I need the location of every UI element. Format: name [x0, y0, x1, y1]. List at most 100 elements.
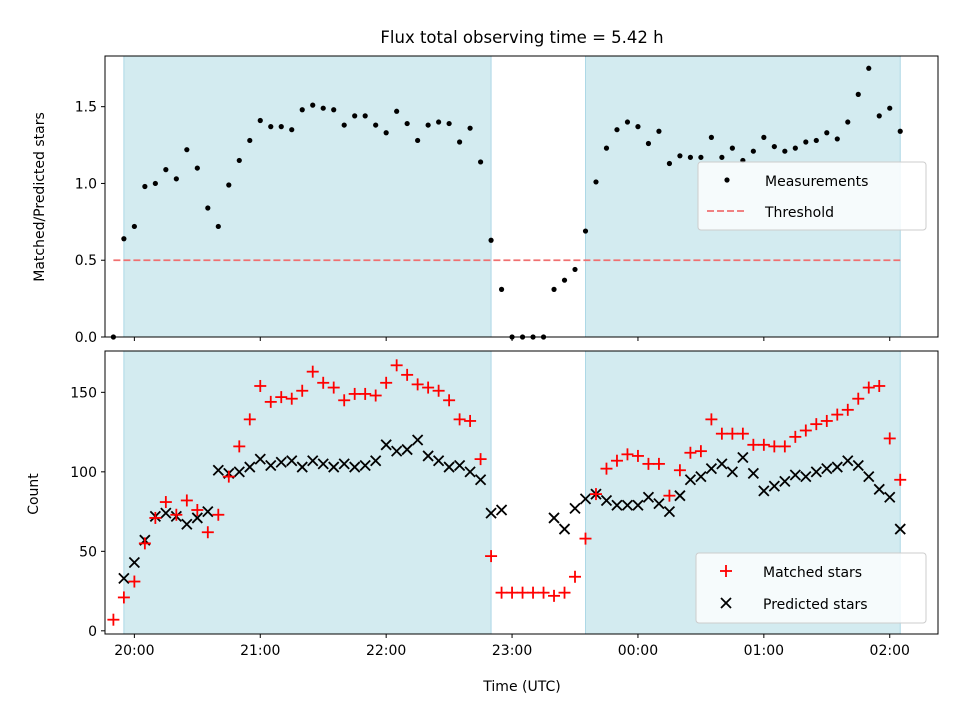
predicted-stars-point	[181, 518, 193, 530]
measurement-point	[635, 124, 641, 130]
measurement-point	[656, 128, 662, 134]
measurement-point	[247, 137, 253, 144]
measurement-point	[184, 147, 190, 153]
matched-stars-point	[642, 457, 655, 470]
predicted-stars-series	[118, 434, 906, 584]
measurement-point	[446, 120, 452, 127]
measurement-point	[215, 223, 221, 230]
matched-stars-point	[369, 389, 382, 402]
matched-stars-point	[841, 403, 854, 416]
bottom-y-axis-label: Count	[26, 473, 42, 515]
measurement-point	[593, 179, 599, 185]
predicted-stars-point	[831, 461, 843, 473]
legend-label-measurements: Measurements	[765, 174, 868, 190]
x-tick-label: 20:00	[114, 643, 154, 659]
matched-stars-point	[380, 376, 393, 389]
measurement-point	[761, 134, 767, 140]
measurement-point	[561, 277, 568, 283]
predicted-stars-point	[212, 464, 224, 476]
matched-stars-point	[464, 414, 477, 427]
measurement-point	[719, 154, 725, 160]
matched-stars-point	[789, 430, 802, 443]
y-tick-label: 0.5	[75, 253, 97, 269]
bottom-panel: 0 50 100 150 20:00 21:00 22:00 23:00 00:00 01:00…	[26, 350, 939, 695]
measurement-point	[677, 153, 683, 159]
measurement-point	[152, 180, 158, 187]
measurement-point	[467, 125, 473, 131]
predicted-stars-point	[495, 504, 508, 516]
legend-marker-matched	[720, 565, 732, 577]
matched-stars-point	[432, 384, 445, 397]
measurement-point	[236, 157, 242, 164]
shaded-interval	[123, 56, 492, 337]
matched-stars-point	[852, 392, 865, 405]
matched-stars-point	[527, 586, 540, 599]
legend-label-matched: Matched stars	[763, 565, 862, 581]
matched-stars-point	[411, 378, 424, 391]
predicted-stars-point	[810, 466, 822, 478]
measurement-point	[645, 140, 652, 147]
measurement-point	[572, 266, 578, 273]
matched-stars-point	[768, 440, 781, 453]
measurement-point	[887, 105, 893, 111]
predicted-stars-point	[296, 461, 308, 473]
predicted-stars-point	[412, 434, 424, 446]
x-tick-label: 22:00	[366, 643, 406, 659]
matched-stars-point	[579, 532, 592, 545]
matched-stars-point	[317, 376, 330, 389]
predicted-stars-point	[474, 474, 487, 486]
measurement-point	[782, 148, 788, 154]
predicted-stars-point	[611, 499, 623, 511]
y-tick-label: 1.5	[75, 100, 97, 116]
matched-stars-point	[684, 446, 697, 459]
measurement-point	[624, 119, 631, 125]
top-x-ticks	[133, 337, 891, 341]
matched-stars-point	[128, 575, 141, 588]
predicted-stars-point	[160, 507, 172, 519]
measurement-point	[415, 137, 421, 144]
measurement-point	[278, 124, 284, 130]
predicted-stars-point	[391, 445, 403, 457]
predicted-stars-point	[684, 474, 697, 486]
predicted-stars-point	[747, 467, 759, 480]
matched-stars-point	[338, 394, 351, 407]
measurement-point	[226, 182, 232, 188]
predicted-stars-point	[380, 439, 392, 451]
matched-stars-point	[191, 503, 204, 516]
predicted-stars-point	[275, 456, 287, 468]
x-axis-label: Time (UTC)	[482, 679, 560, 695]
measurement-point	[666, 160, 673, 167]
predicted-stars-point	[202, 505, 214, 518]
top-axes-frame	[104, 55, 939, 338]
predicted-stars-point	[453, 459, 466, 472]
measurement-point	[855, 91, 861, 97]
predicted-stars-point	[422, 450, 434, 462]
matched-stars-point	[610, 454, 623, 467]
matched-stars-point	[799, 424, 812, 437]
matched-stars-point	[820, 414, 833, 427]
top-y-axis-label: Matched/Predicted stars	[32, 112, 48, 282]
matched-stars-point	[894, 473, 907, 486]
measurement-point	[876, 113, 882, 119]
predicted-stars-point	[370, 455, 382, 467]
measurement-point	[268, 124, 274, 130]
legend-label-threshold: Threshold	[764, 205, 834, 221]
matched-stars-point	[201, 526, 214, 539]
predicted-stars-point	[307, 455, 319, 467]
predicted-stars-point	[821, 463, 833, 475]
predicted-stars-point	[328, 461, 340, 473]
matched-stars-point	[673, 464, 686, 477]
predicted-stars-point	[768, 480, 780, 492]
matched-stars-point	[652, 457, 665, 470]
matched-stars-point	[180, 494, 193, 507]
measurement-point	[708, 134, 714, 140]
matched-stars-point	[726, 427, 739, 440]
measurement-point	[142, 183, 148, 190]
measurement-point	[582, 228, 589, 234]
matched-stars-point	[705, 413, 718, 426]
matched-stars-point	[254, 379, 267, 392]
measurement-point	[436, 119, 442, 125]
measurement-point	[551, 286, 557, 292]
predicted-stars-point	[842, 455, 854, 467]
